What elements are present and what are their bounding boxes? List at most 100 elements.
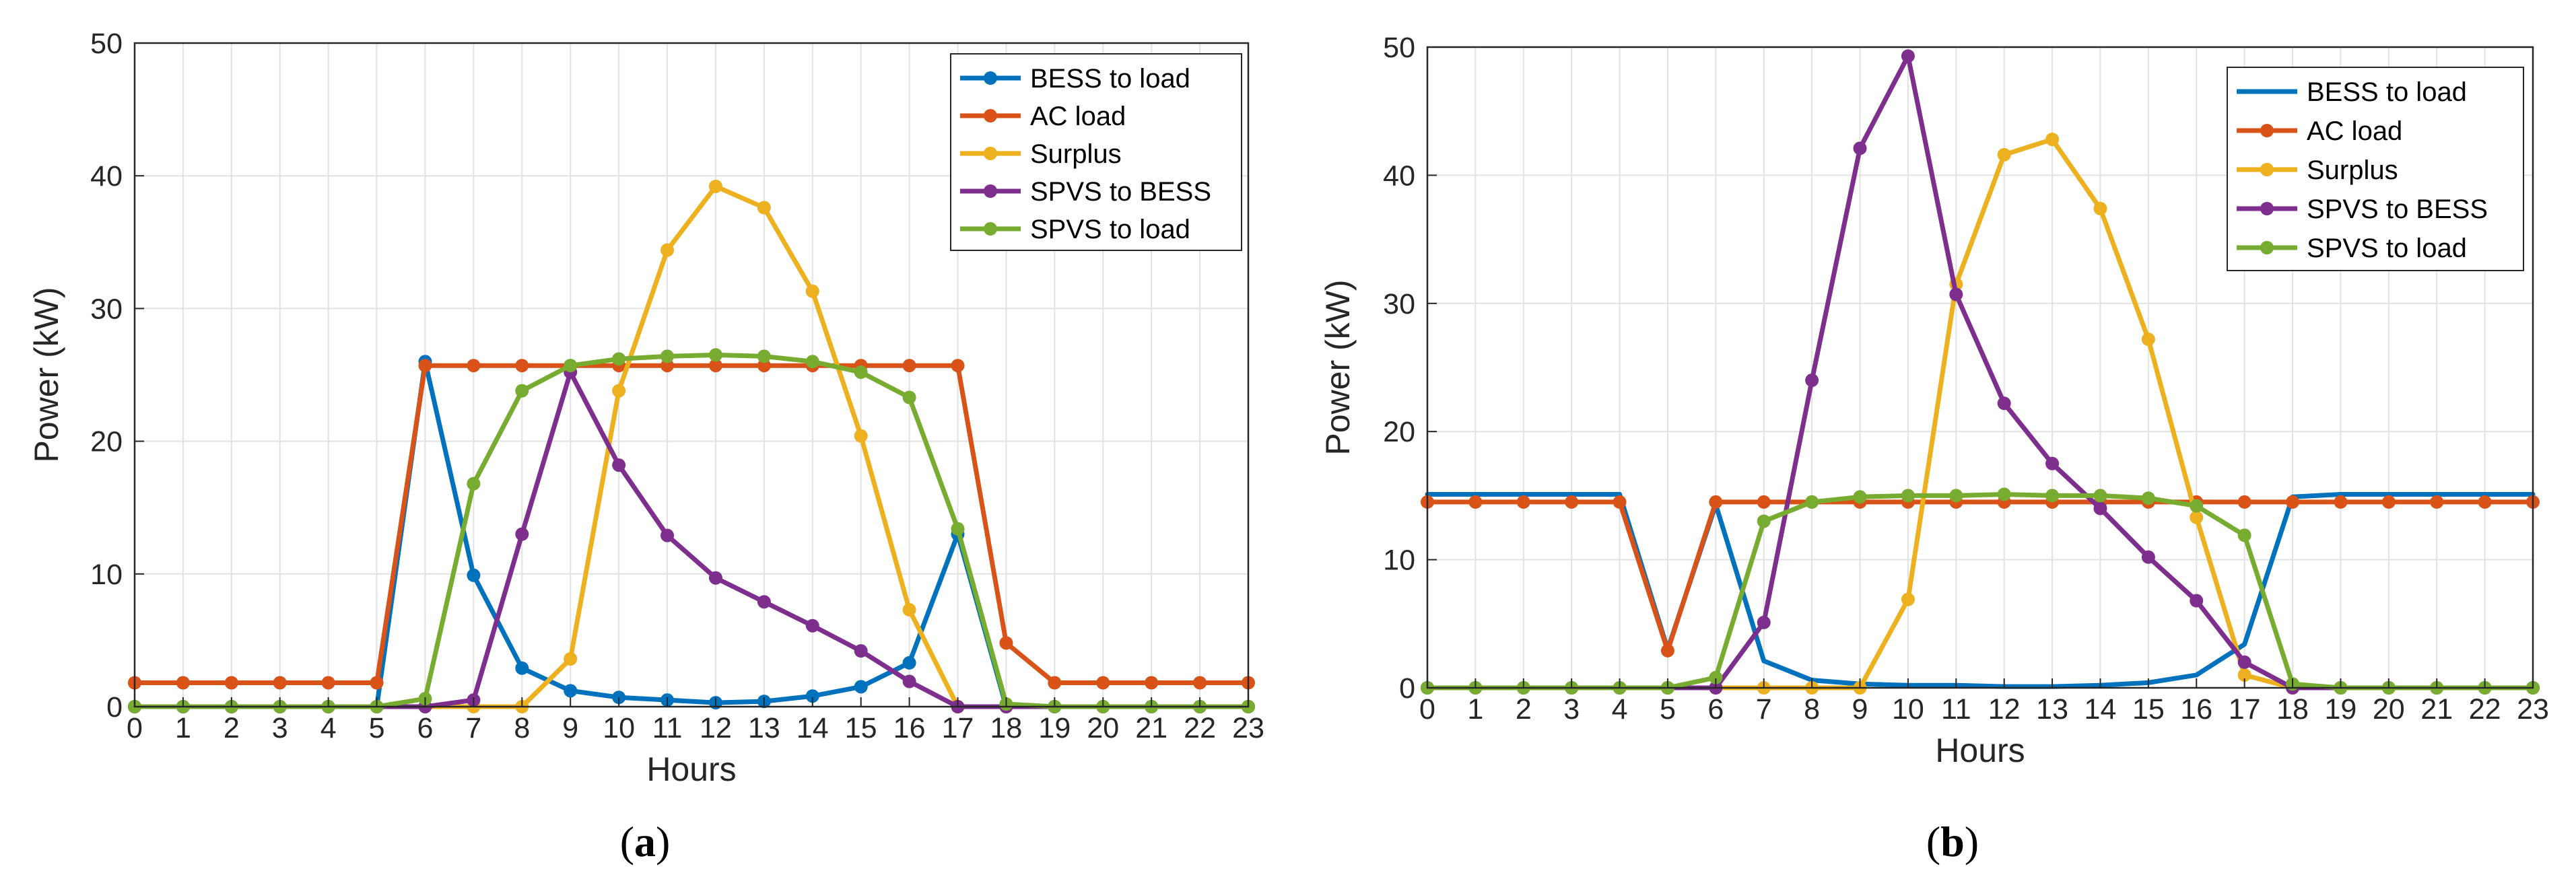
x-tick-label: 20 bbox=[1087, 712, 1119, 744]
x-tick-label: 16 bbox=[893, 712, 926, 744]
x-axis-label: Hours bbox=[646, 750, 736, 788]
legend-marker bbox=[2260, 124, 2274, 137]
legend-label: BESS to load bbox=[2307, 77, 2467, 107]
data-point-bess-to-load bbox=[902, 656, 916, 670]
data-point-spvs-to-load bbox=[951, 522, 965, 536]
data-point-spvs-to-bess bbox=[1757, 615, 1771, 629]
data-point-ac-load bbox=[1757, 495, 1771, 509]
data-point-spvs-to-load bbox=[1757, 514, 1771, 528]
x-tick-label: 1 bbox=[1467, 693, 1483, 726]
legend-marker bbox=[2260, 202, 2274, 215]
x-tick-label: 12 bbox=[1988, 693, 2021, 726]
data-point-ac-load bbox=[1096, 676, 1110, 690]
data-point-spvs-to-load bbox=[515, 384, 529, 398]
legend-label: AC load bbox=[2307, 116, 2402, 146]
x-tick-label: 22 bbox=[1184, 712, 1216, 744]
data-point-surplus bbox=[2045, 133, 2060, 147]
data-point-ac-load bbox=[467, 359, 481, 373]
x-axis-label: Hours bbox=[1935, 732, 2025, 769]
x-tick-label: 23 bbox=[2517, 693, 2549, 726]
data-point-spvs-to-load bbox=[1805, 495, 1819, 509]
legend-label: BESS to load bbox=[1030, 64, 1190, 94]
data-point-spvs-to-bess bbox=[854, 644, 868, 658]
x-tick-label: 3 bbox=[1563, 693, 1580, 726]
legend-marker bbox=[984, 222, 997, 236]
data-point-ac-load bbox=[2237, 495, 2251, 509]
data-point-bess-to-load bbox=[805, 689, 819, 703]
x-tick-label: 18 bbox=[990, 712, 1023, 744]
x-tick-label: 13 bbox=[748, 712, 780, 744]
data-point-surplus bbox=[564, 652, 578, 666]
data-point-spvs-to-load bbox=[660, 349, 675, 363]
data-point-ac-load bbox=[321, 676, 335, 690]
data-point-spvs-to-bess bbox=[902, 674, 916, 688]
x-tick-label: 2 bbox=[224, 712, 240, 744]
data-point-ac-load bbox=[1709, 495, 1723, 509]
x-tick-label: 6 bbox=[1707, 693, 1724, 726]
data-point-surplus bbox=[757, 201, 771, 215]
data-point-spvs-to-bess bbox=[612, 458, 626, 472]
data-point-surplus bbox=[854, 429, 868, 443]
x-tick-label: 6 bbox=[417, 712, 434, 744]
y-tick-label: 0 bbox=[106, 691, 123, 723]
x-tick-label: 19 bbox=[2325, 693, 2357, 726]
data-point-ac-load bbox=[224, 676, 238, 690]
data-point-spvs-to-load bbox=[902, 390, 916, 404]
data-point-spvs-to-load bbox=[1997, 487, 2011, 501]
data-point-ac-load bbox=[1468, 495, 1483, 509]
x-tick-label: 7 bbox=[465, 712, 481, 744]
data-point-spvs-to-bess bbox=[2093, 501, 2107, 516]
data-point-ac-load bbox=[902, 359, 916, 373]
data-point-spvs-to-bess bbox=[1901, 49, 1915, 63]
data-point-bess-to-load bbox=[467, 568, 481, 582]
x-tick-label: 23 bbox=[1232, 712, 1264, 744]
data-point-bess-to-load bbox=[854, 680, 868, 694]
y-tick-label: 20 bbox=[90, 426, 123, 458]
data-point-spvs-to-load bbox=[805, 355, 819, 369]
data-point-ac-load bbox=[708, 359, 722, 373]
data-point-spvs-to-bess bbox=[1949, 287, 1963, 302]
data-point-spvs-to-bess bbox=[515, 527, 529, 541]
data-point-surplus bbox=[805, 284, 819, 298]
x-tick-label: 2 bbox=[1516, 693, 1532, 726]
data-point-ac-load bbox=[418, 359, 432, 373]
x-tick-label: 19 bbox=[1038, 712, 1071, 744]
data-point-spvs-to-load bbox=[2190, 499, 2204, 513]
data-point-bess-to-load bbox=[564, 684, 578, 698]
series-line-bess-to-load bbox=[1425, 491, 2536, 689]
x-tick-label: 22 bbox=[2469, 693, 2501, 726]
data-point-spvs-to-bess bbox=[2237, 655, 2251, 669]
data-point-ac-load bbox=[1048, 676, 1062, 690]
x-tick-label: 4 bbox=[1612, 693, 1628, 726]
axes-box bbox=[1426, 46, 2534, 689]
data-point-ac-load bbox=[660, 359, 675, 373]
caption-a: (a) bbox=[620, 818, 671, 866]
legend-label: SPVS to load bbox=[2307, 234, 2467, 263]
data-point-spvs-to-load bbox=[854, 365, 868, 380]
legend-marker bbox=[984, 184, 997, 198]
y-tick-label: 40 bbox=[90, 160, 123, 192]
data-point-spvs-to-bess bbox=[708, 571, 722, 585]
x-tick-label: 16 bbox=[2180, 693, 2212, 726]
data-point-surplus bbox=[2190, 510, 2204, 524]
data-point-ac-load bbox=[757, 359, 771, 373]
legend-label: Surplus bbox=[2307, 155, 2398, 185]
y-axis-label: Power (kW) bbox=[1319, 279, 1357, 455]
x-tick-label: 12 bbox=[700, 712, 732, 744]
data-point-surplus bbox=[2141, 332, 2155, 347]
data-point-ac-load bbox=[951, 359, 965, 373]
x-tick-label: 17 bbox=[942, 712, 974, 744]
data-point-spvs-to-bess bbox=[1853, 141, 1867, 155]
legend-marker bbox=[984, 71, 997, 85]
data-point-ac-load bbox=[1660, 643, 1674, 658]
x-tick-label: 3 bbox=[272, 712, 288, 744]
x-tick-label: 14 bbox=[2084, 693, 2117, 726]
caption-b: (b) bbox=[1926, 818, 1979, 866]
series-line-ac-load bbox=[132, 363, 1251, 686]
y-tick-label: 50 bbox=[1383, 32, 1415, 64]
data-point-ac-load bbox=[1613, 495, 1627, 509]
legend-label: Surplus bbox=[1030, 139, 1122, 169]
x-tick-label: 4 bbox=[320, 712, 337, 744]
data-point-bess-to-load bbox=[515, 661, 529, 675]
data-point-surplus bbox=[660, 243, 675, 257]
